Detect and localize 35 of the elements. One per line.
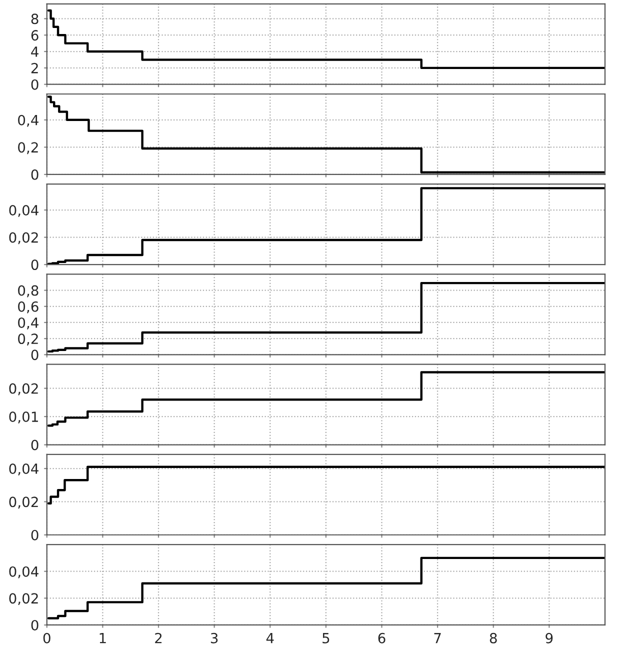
y-tick-label: 0,02 <box>9 496 38 509</box>
x-tick-label: 0 <box>43 632 50 644</box>
y-tick-label: 4 <box>31 46 38 57</box>
y-tick-label: 0,4 <box>18 114 38 127</box>
x-tick-label: 4 <box>266 633 274 644</box>
x-tick-label: 1 <box>100 633 106 644</box>
y-tick-label: 6 <box>31 30 38 41</box>
y-tick-label: 0 <box>31 530 38 540</box>
y-tick-label: 0,6 <box>18 301 38 314</box>
y-tick-label: 0,02 <box>9 383 38 396</box>
y-tick-label: 0,02 <box>9 232 38 244</box>
y-tick-label: 0,04 <box>9 204 38 217</box>
x-tick-label: 7 <box>434 633 441 644</box>
y-tick-label: 0,01 <box>9 412 38 424</box>
y-tick-label: 0 <box>31 440 38 450</box>
y-tick-label: 8 <box>31 14 38 24</box>
x-tick-label: 3 <box>210 632 218 644</box>
y-tick-label: 0 <box>31 620 38 630</box>
y-tick-label: 0 <box>31 260 38 270</box>
x-tick-label: 8 <box>490 632 497 644</box>
y-tick-label: 0 <box>31 79 38 90</box>
y-tick-label: 0,2 <box>18 142 38 154</box>
y-tick-label: 0 <box>31 169 38 180</box>
x-tick-label: 2 <box>155 632 162 644</box>
y-tick-label: 0,04 <box>9 463 38 476</box>
x-tick-label: 6 <box>378 632 386 644</box>
y-tick-label: 0,8 <box>18 285 38 298</box>
y-tick-label: 0 <box>31 350 38 360</box>
y-tick-label: 0,2 <box>18 334 38 346</box>
y-tick-label: 0,04 <box>9 566 38 578</box>
y-tick-label: 0,4 <box>18 317 38 330</box>
y-tick-label: 0,02 <box>9 593 38 606</box>
y-tick-label: 2 <box>31 62 38 74</box>
x-tick-label: 5 <box>322 633 330 644</box>
x-tick-label: 9 <box>546 632 553 644</box>
